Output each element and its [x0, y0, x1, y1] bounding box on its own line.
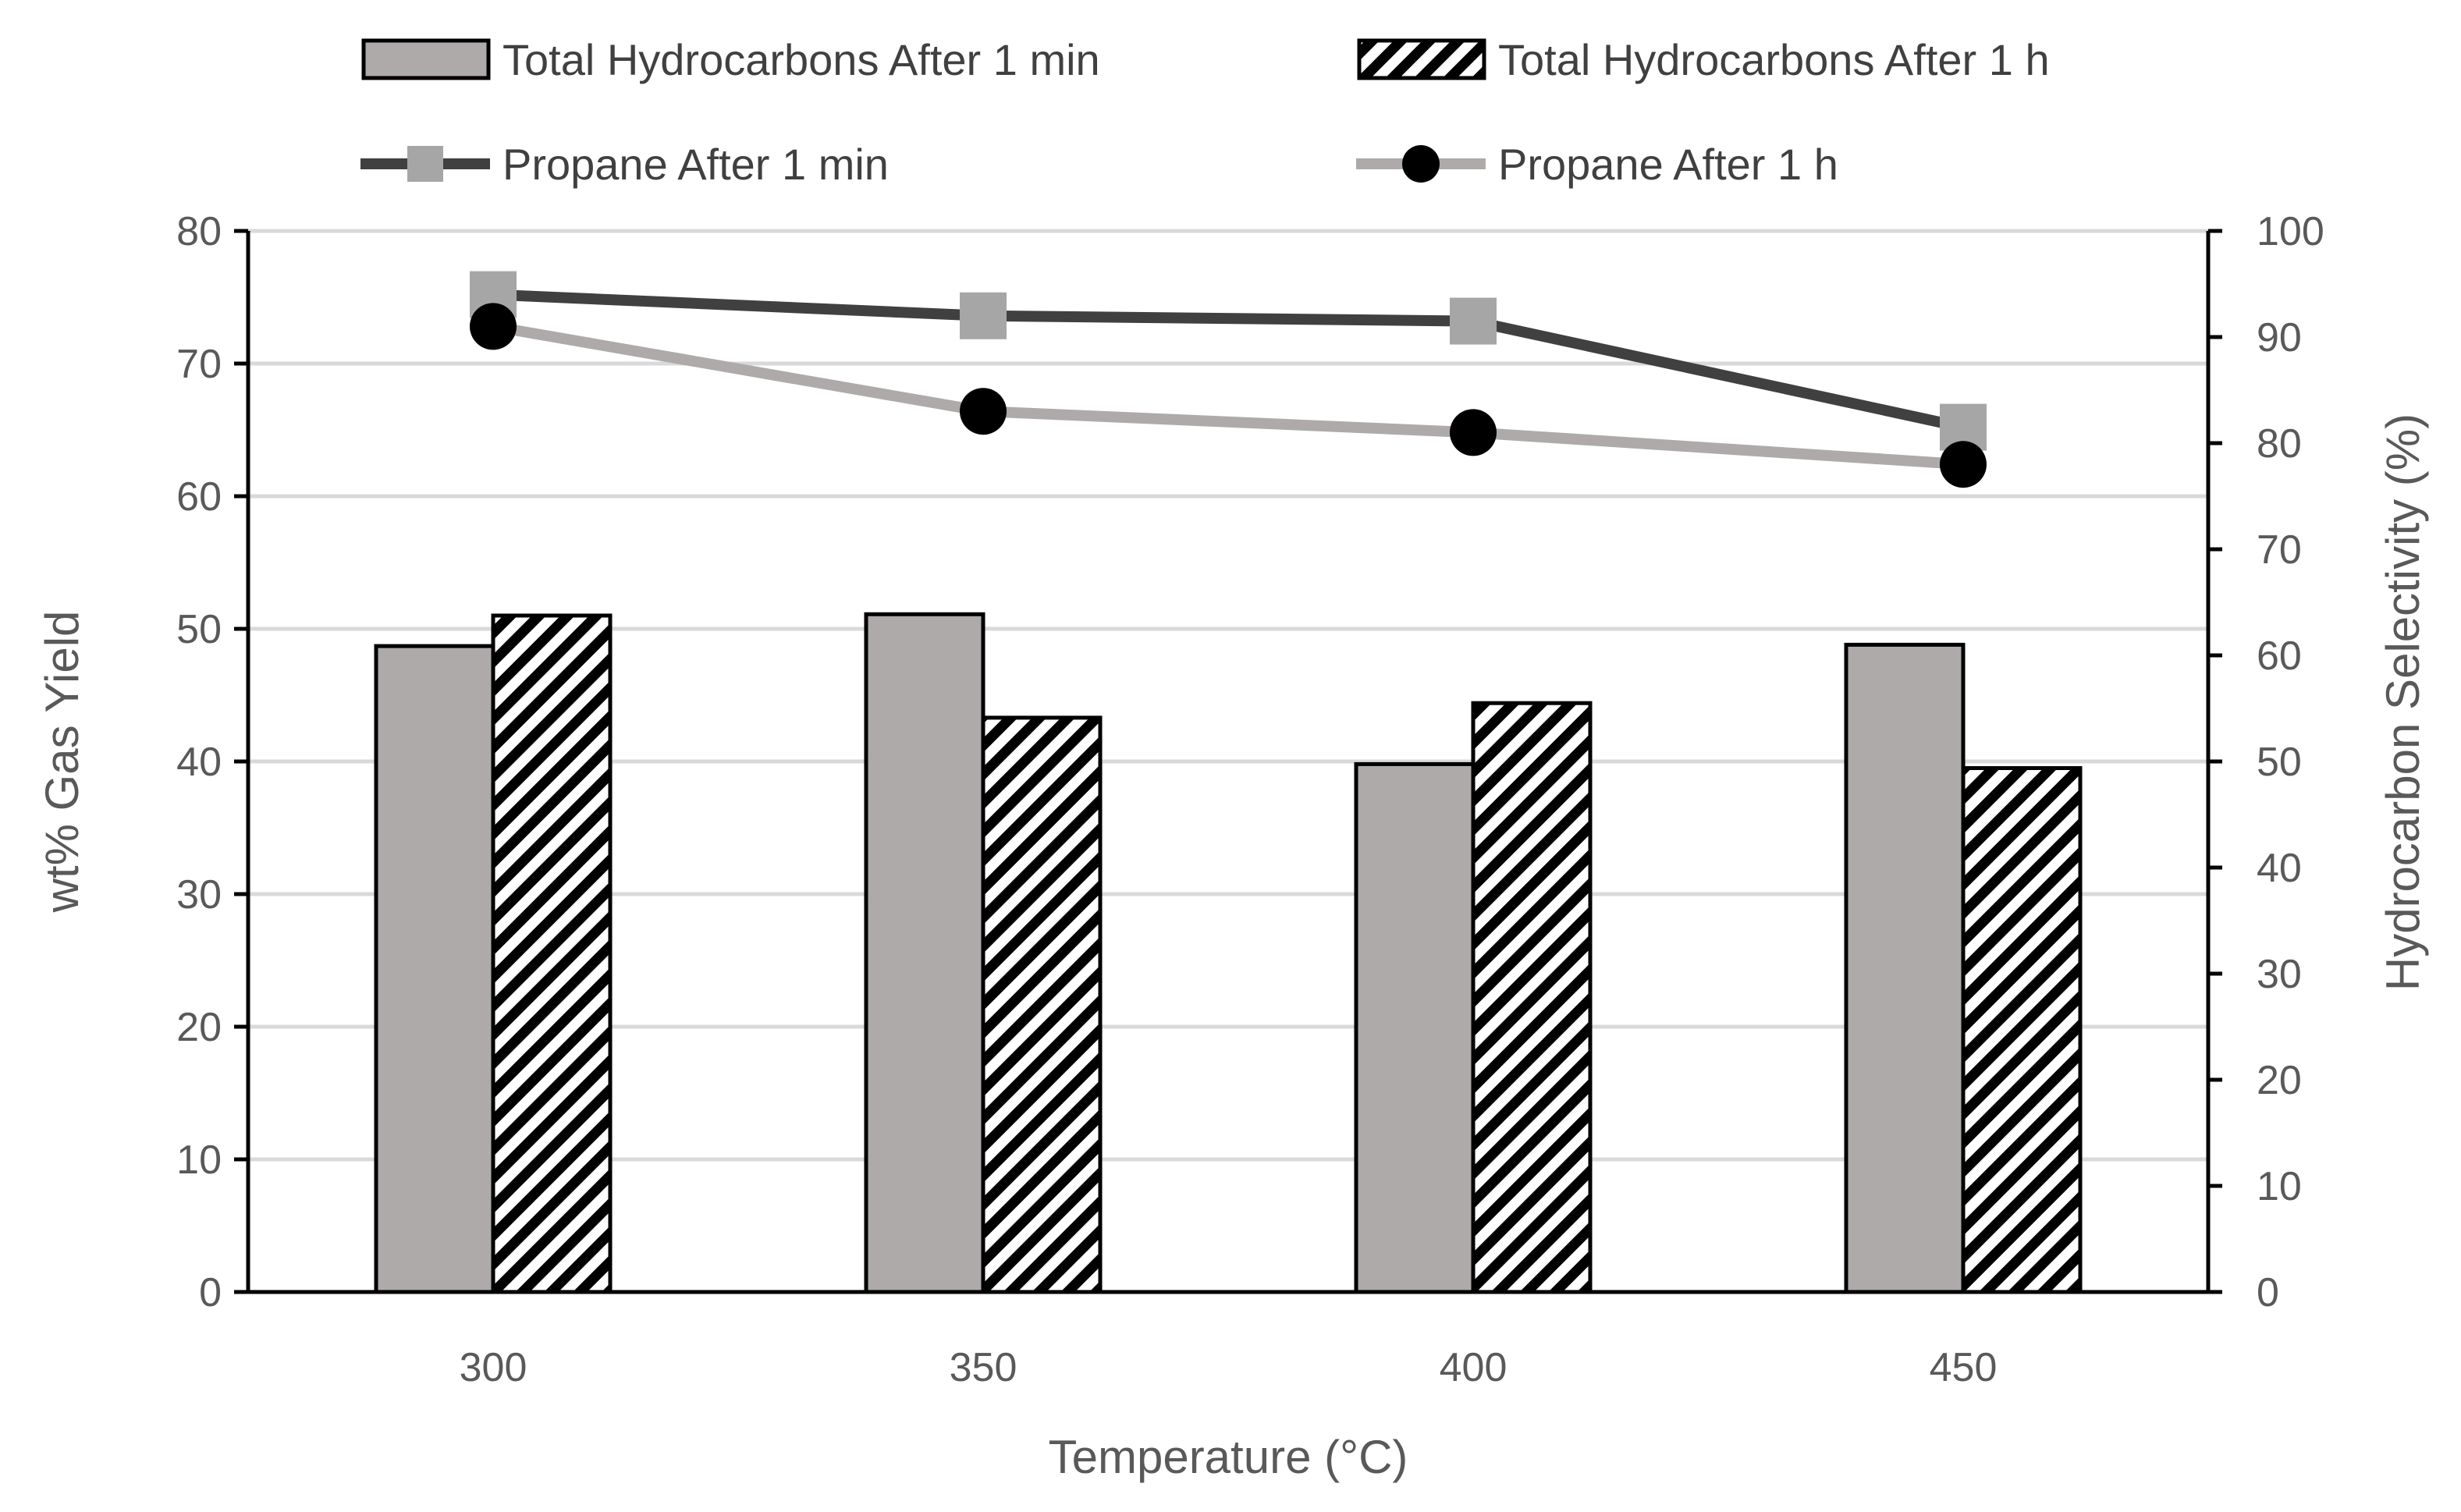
marker-circle	[960, 388, 1007, 435]
y-tick-label: 40	[176, 740, 222, 785]
y2-tick-label: 20	[2257, 1058, 2302, 1103]
marker-square	[960, 292, 1007, 339]
marker-square	[1450, 297, 1497, 345]
legend-item-line-1min: Propane After 1 min	[360, 140, 889, 189]
legend-marker-square	[407, 146, 443, 182]
bar-series	[374, 612, 2083, 1294]
x-tick-label: 400	[1440, 1345, 1507, 1390]
legend-marker-circle	[1402, 145, 1440, 183]
y-tick-label: 20	[176, 1005, 222, 1050]
y-tick-label: 70	[176, 342, 222, 387]
line-propane-1h	[492, 321, 1964, 470]
legend-item-line-1h: Propane After 1 h	[1356, 140, 1838, 189]
legend-label: Total Hydrocarbons After 1 h	[1498, 35, 2050, 84]
x-tick-label: 350	[950, 1345, 1017, 1390]
marker-circle	[1450, 409, 1497, 456]
y-tick-label: 80	[176, 209, 222, 254]
legend-swatch-striped	[1357, 38, 1486, 80]
y-axis-title: wt% Gas Yield	[36, 611, 88, 914]
y2-axis-title: Hydrocarbon Selectivity (%)	[2377, 413, 2429, 991]
y2-tick-label: 100	[2257, 209, 2324, 254]
bar-1h	[1961, 766, 2083, 1294]
tick-labels: 0 10 20 30 40 50 60 70 80 0 10 20 30 40 50 60 70 80 90 100 3…	[176, 209, 2324, 1390]
y-tick-label: 10	[176, 1138, 222, 1183]
line-series	[470, 271, 1987, 488]
y2-tick-label: 70	[2257, 527, 2302, 573]
marker-circle	[470, 303, 517, 350]
x-tick-label: 450	[1930, 1345, 1998, 1390]
bar-1h	[981, 715, 1103, 1294]
legend-label: Propane After 1 min	[502, 140, 889, 189]
legend-swatch-gray	[361, 38, 491, 80]
x-axis-title: Temperature (°C)	[1049, 1431, 1408, 1483]
y2-tick-label: 50	[2257, 740, 2302, 785]
axis-ticks	[234, 229, 2222, 1294]
legend-item-bar-1h: Total Hydrocarbons After 1 h	[1357, 35, 2050, 84]
y-tick-label: 60	[176, 474, 222, 520]
bar-1min	[374, 644, 495, 1294]
y-tick-label: 0	[199, 1270, 222, 1315]
y-tick-label: 30	[176, 872, 222, 917]
x-tick-label: 300	[460, 1345, 527, 1390]
y2-tick-label: 40	[2257, 846, 2302, 891]
bar-1h	[1471, 701, 1593, 1294]
legend-item-bar-1min: Total Hydrocarbons After 1 min	[361, 35, 1100, 84]
legend-label: Propane After 1 h	[1498, 140, 1838, 189]
y2-tick-label: 30	[2257, 952, 2302, 997]
legend-label: Total Hydrocarbons After 1 min	[502, 35, 1100, 84]
bar-1min	[1844, 642, 1966, 1294]
y2-tick-label: 10	[2257, 1164, 2302, 1209]
y2-tick-label: 80	[2257, 421, 2302, 467]
y2-tick-label: 60	[2257, 634, 2302, 679]
y2-tick-label: 90	[2257, 315, 2302, 360]
legend: Total Hydrocarbons After 1 min Total Hyd…	[360, 35, 2050, 189]
line-propane-1min	[492, 289, 1965, 433]
y-tick-label: 50	[176, 607, 222, 652]
bar-1min	[864, 612, 985, 1294]
bar-1h	[491, 613, 613, 1294]
marker-circle	[1940, 441, 1987, 488]
bar-1min	[1354, 761, 1476, 1294]
y2-tick-label: 0	[2257, 1270, 2279, 1315]
